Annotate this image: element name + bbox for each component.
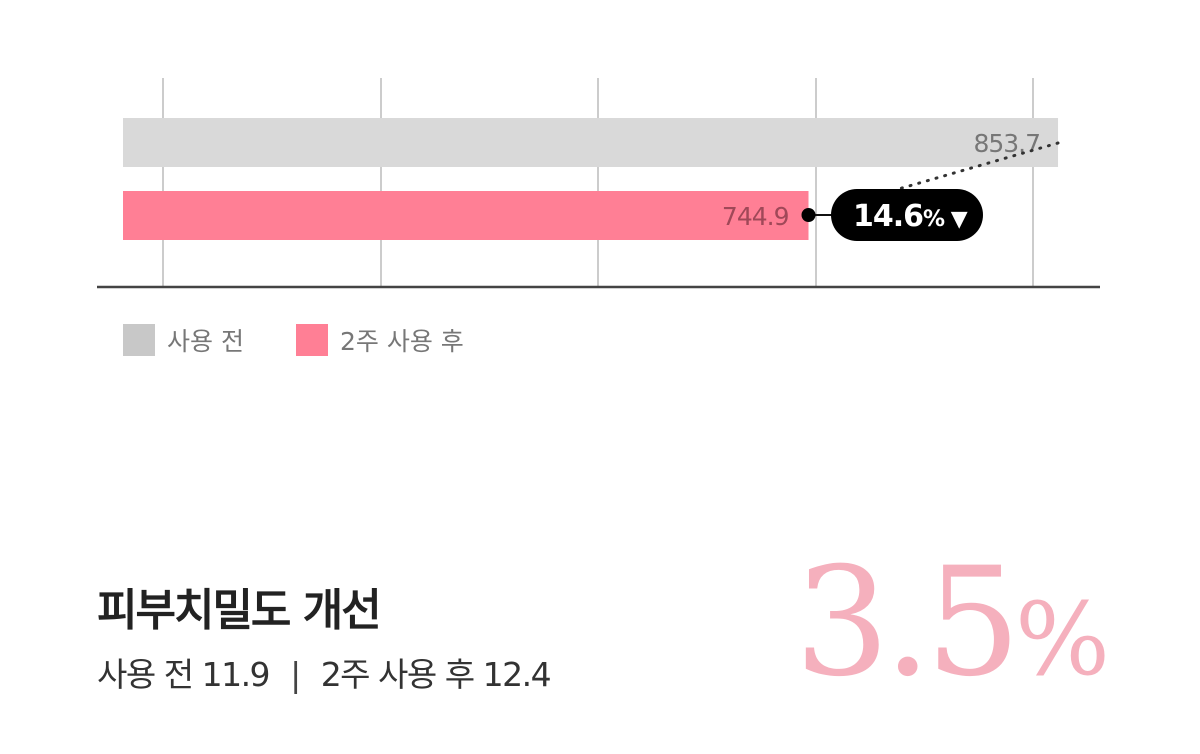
bar-before xyxy=(123,118,1059,167)
summary-values: 사용 전 11.9 | 2주 사용 후 12.4 xyxy=(97,648,552,696)
down-arrow-icon: ▼ xyxy=(951,207,968,232)
bar-after xyxy=(123,191,809,240)
big-unit: % xyxy=(1014,581,1110,698)
summary-title: 피부치밀도 개선 xyxy=(97,585,382,636)
legend-label: 2주 사용 후 xyxy=(340,327,464,356)
legend-label: 사용 전 xyxy=(167,327,244,356)
legend-item-after: 2주 사용 후 xyxy=(296,322,464,358)
change-unit: % xyxy=(923,207,951,232)
connector-line xyxy=(893,141,1060,192)
data-label: 744.9 xyxy=(722,202,789,231)
after-label: 2주 사용 후 xyxy=(320,655,475,694)
after-value: 12.4 xyxy=(482,655,552,694)
change-badge xyxy=(831,189,983,241)
marker-dot xyxy=(801,208,816,222)
legend-swatch xyxy=(296,324,328,356)
improvement-percent: 3.5% xyxy=(794,548,1110,698)
big-value: 3.5 xyxy=(794,536,1021,710)
separator: | xyxy=(290,655,301,694)
before-value: 11.9 xyxy=(201,655,271,694)
before-label: 사용 전 xyxy=(97,655,194,694)
legend-swatch xyxy=(123,324,155,356)
legend-item-before: 사용 전 xyxy=(123,322,244,358)
data-label: 853.7 xyxy=(973,129,1040,158)
